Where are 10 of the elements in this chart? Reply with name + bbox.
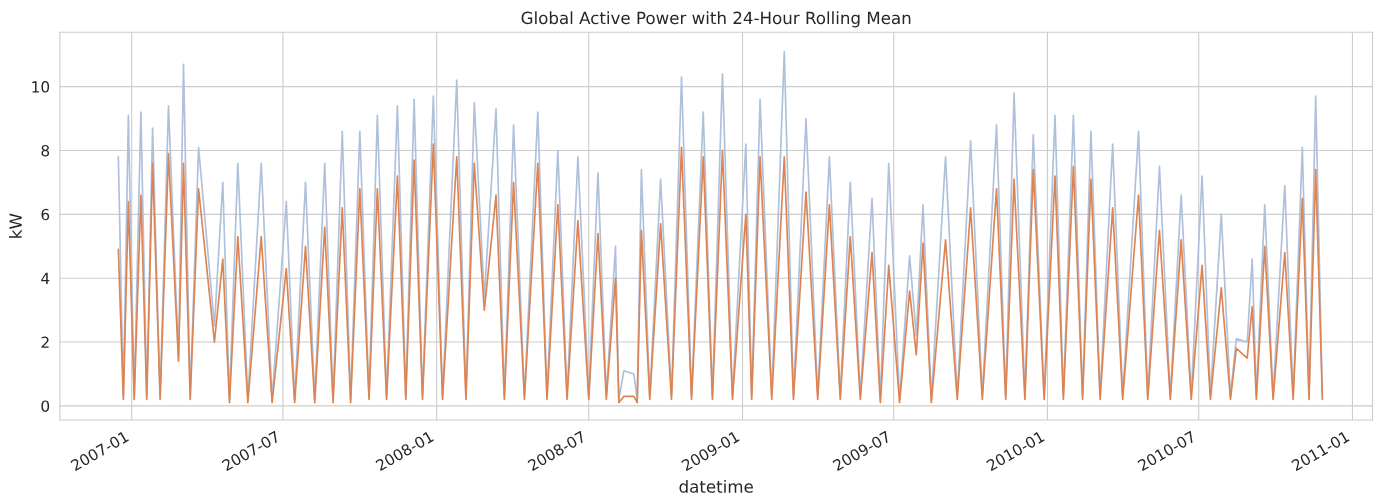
y-axis-title: kW: [9, 213, 22, 238]
y-tick-label: 10: [32, 81, 50, 93]
y-tick-label: 2: [41, 336, 49, 348]
chart-title: Global Active Power with 24-Hour Rolling Mean: [521, 11, 911, 28]
y-tick-label: 8: [41, 144, 50, 157]
y-tick-label: 0: [41, 400, 50, 412]
x-axis-title: datetime: [679, 479, 753, 493]
y-tick-label: 6: [41, 208, 50, 221]
line-series: [117, 143, 1324, 404]
y-tick-label: 4: [41, 272, 50, 284]
